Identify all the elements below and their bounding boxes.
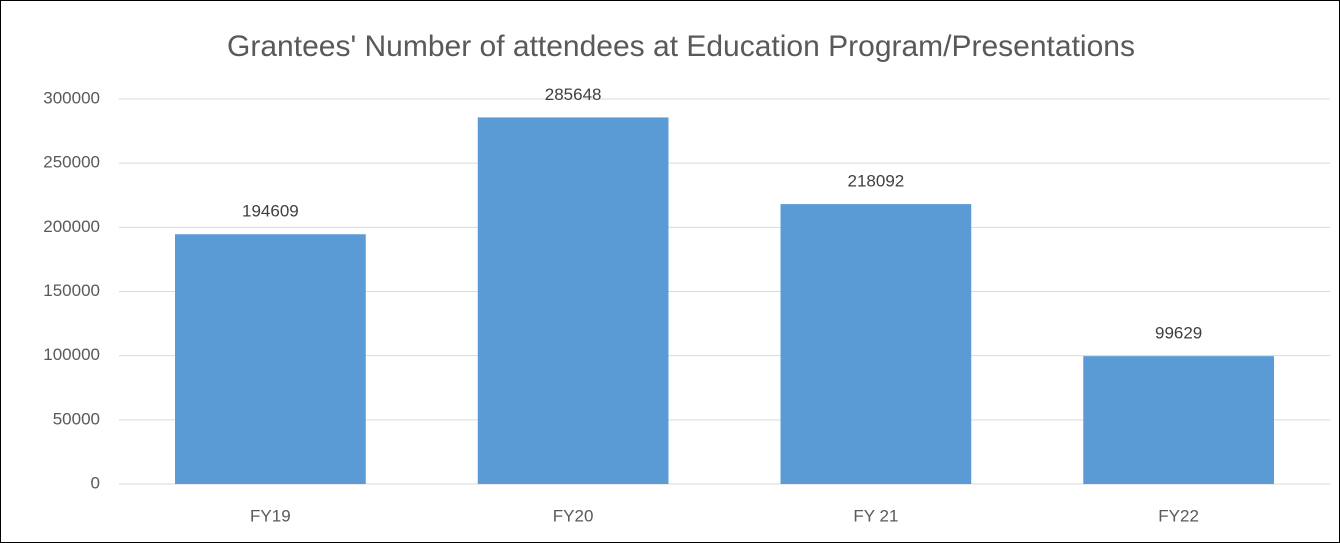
value-label: 194609: [242, 202, 299, 221]
bar: [780, 204, 972, 484]
x-tick-label: FY 21: [853, 506, 898, 525]
bar: [175, 234, 366, 484]
x-tick-label: FY20: [553, 506, 594, 525]
bar: [477, 117, 669, 485]
chart-title: Grantees' Number of attendees at Educati…: [227, 30, 1135, 63]
y-tick-label: 0: [91, 473, 100, 492]
value-label: 99629: [1155, 324, 1202, 343]
y-tick-label: 100000: [43, 345, 100, 364]
value-label: 218092: [848, 172, 905, 191]
bar: [1083, 356, 1274, 484]
y-tick-label: 200000: [43, 217, 100, 236]
y-tick-label: 250000: [43, 153, 100, 172]
y-tick-label: 50000: [53, 409, 100, 428]
y-tick-label: 300000: [43, 88, 100, 107]
x-tick-label: FY19: [250, 506, 291, 525]
y-tick-label: 150000: [43, 281, 100, 300]
x-tick-label: FY22: [1158, 506, 1199, 525]
value-label: 285648: [545, 85, 602, 104]
